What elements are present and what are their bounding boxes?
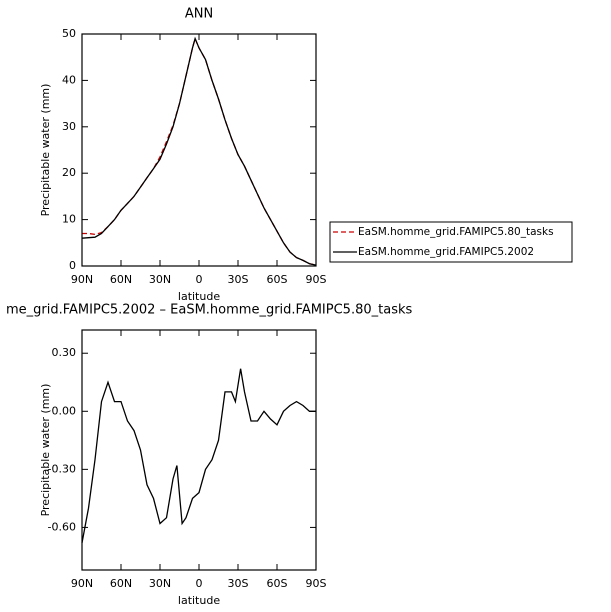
y-tick-label: 50 bbox=[62, 27, 76, 40]
x-tick-label: 0 bbox=[196, 273, 203, 286]
chart-title: ANN bbox=[185, 7, 213, 22]
x-axis-label: latitude bbox=[178, 290, 220, 303]
x-tick-label: 90S bbox=[306, 577, 327, 590]
y-tick-label: 0.30 bbox=[52, 346, 77, 359]
x-tick-label: 30S bbox=[228, 273, 249, 286]
y-axis-label: Precipitable water (mm) bbox=[39, 384, 52, 517]
x-tick-label: 60S bbox=[267, 273, 288, 286]
y-tick-label: 0.00 bbox=[52, 404, 77, 417]
legend-label: EaSM.homme_grid.FAMIPC5.80_tasks bbox=[358, 226, 554, 238]
legend-box bbox=[329, 221, 573, 263]
plot-frame bbox=[81, 33, 317, 267]
y-tick-label: 20 bbox=[62, 166, 76, 179]
x-tick-label: 60N bbox=[110, 577, 132, 590]
data-line bbox=[81, 368, 316, 544]
x-tick-label: 90S bbox=[306, 273, 327, 286]
x-tick-label: 30N bbox=[149, 577, 171, 590]
y-tick-label: -0.30 bbox=[48, 462, 76, 475]
x-tick-label: 90N bbox=[71, 577, 93, 590]
x-tick-label: 60S bbox=[267, 577, 288, 590]
legend-label: EaSM.homme_grid.FAMIPC5.2002 bbox=[358, 246, 534, 258]
y-tick-label: 10 bbox=[62, 213, 76, 226]
y-tick-label: 0 bbox=[69, 259, 76, 272]
x-tick-label: 30N bbox=[149, 273, 171, 286]
x-axis-label: latitude bbox=[178, 594, 220, 607]
data-line bbox=[82, 36, 317, 266]
y-tick-label: -0.60 bbox=[48, 520, 76, 533]
y-tick-label: 30 bbox=[62, 120, 76, 133]
data-line bbox=[81, 36, 317, 266]
x-tick-label: 0 bbox=[196, 577, 203, 590]
x-tick-label: 90N bbox=[71, 273, 93, 286]
x-tick-label: 60N bbox=[110, 273, 132, 286]
plot-frame bbox=[81, 329, 317, 571]
y-tick-label: 40 bbox=[62, 73, 76, 86]
x-tick-label: 30S bbox=[228, 577, 249, 590]
y-axis-label: Precipitable water (mm) bbox=[39, 84, 52, 217]
chart-title: me_grid.FAMIPC5.2002 – EaSM.homme_grid.F… bbox=[6, 303, 412, 318]
